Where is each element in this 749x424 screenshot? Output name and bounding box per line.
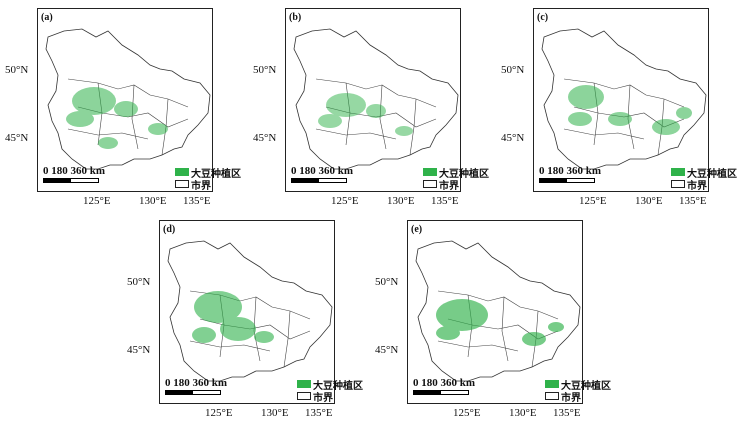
legend-swatch-soybean [175, 168, 189, 176]
legend-swatch-boundary [545, 392, 559, 400]
legend-label-soybean: 大豆种植区 [439, 168, 489, 180]
region-map [45, 28, 211, 170]
legend-label-soybean: 大豆种植区 [561, 380, 611, 392]
legend-label-soybean: 大豆种植区 [191, 168, 241, 180]
scale-bar [413, 390, 469, 395]
legend-swatch-boundary [423, 180, 437, 188]
legend-label-boundary: 市界 [561, 392, 581, 404]
legend-swatch-soybean [545, 380, 559, 388]
legend-swatch-boundary [671, 180, 685, 188]
lat-label-45n: 45°N [127, 344, 151, 356]
legend-label-soybean: 大豆种植区 [687, 168, 737, 180]
panel-label: (e) [411, 224, 423, 235]
soybean-areas [436, 299, 564, 346]
legend-swatch-boundary [175, 180, 189, 188]
soybean-areas [66, 87, 168, 149]
scale-label: 0 180 360 km [291, 165, 354, 177]
lat-label-50n: 50°N [501, 64, 525, 76]
scale-label: 0 180 360 km [413, 377, 476, 389]
legend-label-boundary: 市界 [313, 392, 333, 404]
soybean-areas [318, 93, 413, 136]
scale-label: 0 180 360 km [165, 377, 228, 389]
region-map [541, 28, 707, 170]
region-map [415, 240, 581, 382]
map-panel-e: (e) 50°N 45°N 125°E 130°E 135°E 0 180 36… [373, 216, 611, 424]
legend: 大豆种植区 市界 [175, 166, 241, 192]
lon-label-130e: 130°E [387, 195, 415, 207]
lon-label-130e: 130°E [635, 195, 663, 207]
province-outline [541, 28, 707, 170]
map-frame [533, 8, 709, 192]
lon-label-125e: 125°E [205, 407, 233, 419]
map-panel-a: (a) 50°N 45°N 125°E 130°E 135°E 0 180 36… [3, 4, 241, 212]
province-outline [293, 28, 459, 170]
lon-label-125e: 125°E [579, 195, 607, 207]
lat-label-45n: 45°N [5, 132, 29, 144]
lat-label-50n: 50°N [253, 64, 277, 76]
region-map [167, 240, 333, 382]
soybean-areas [192, 291, 274, 343]
soybean-areas [568, 85, 692, 135]
panel-label: (a) [41, 12, 53, 23]
map-frame [159, 220, 335, 404]
map-panel-d: (d) 50°N 45°N 125°E 130°E 135°E 0 180 36… [125, 216, 363, 424]
lat-label-45n: 45°N [375, 344, 399, 356]
legend-label-boundary: 市界 [191, 180, 211, 192]
lat-label-45n: 45°N [253, 132, 277, 144]
map-panel-b: (b) 50°N 45°N 125°E 130°E 135°E 0 180 36… [251, 4, 489, 212]
scale-bar [539, 178, 595, 183]
lon-label-125e: 125°E [453, 407, 481, 419]
lon-label-135e: 135°E [183, 195, 211, 207]
lon-label-125e: 125°E [331, 195, 359, 207]
legend: 大豆种植区 市界 [545, 378, 611, 404]
legend-label-boundary: 市界 [687, 180, 707, 192]
map-frame [37, 8, 213, 192]
region-map [293, 28, 459, 170]
province-outline [45, 28, 211, 170]
map-panel-c: (c) 50°N 45°N 125°E 130°E 135°E 0 180 36… [499, 4, 737, 212]
lon-label-135e: 135°E [553, 407, 581, 419]
scale-bar [291, 178, 347, 183]
panel-label: (d) [163, 224, 176, 235]
province-outline [167, 240, 333, 382]
lon-label-135e: 135°E [679, 195, 707, 207]
legend-swatch-soybean [671, 168, 685, 176]
legend-swatch-soybean [423, 168, 437, 176]
legend-swatch-soybean [297, 380, 311, 388]
lat-label-50n: 50°N [5, 64, 29, 76]
legend-label-soybean: 大豆种植区 [313, 380, 363, 392]
lon-label-135e: 135°E [431, 195, 459, 207]
lat-label-50n: 50°N [127, 276, 151, 288]
legend: 大豆种植区 市界 [423, 166, 489, 192]
lon-label-135e: 135°E [305, 407, 333, 419]
scale-label: 0 180 360 km [539, 165, 602, 177]
scale-bar [165, 390, 221, 395]
legend: 大豆种植区 市界 [671, 166, 737, 192]
lat-label-45n: 45°N [501, 132, 525, 144]
province-outline [415, 240, 581, 382]
lat-label-50n: 50°N [375, 276, 399, 288]
lon-label-125e: 125°E [83, 195, 111, 207]
legend-swatch-boundary [297, 392, 311, 400]
panel-label: (b) [289, 12, 302, 23]
legend-label-boundary: 市界 [439, 180, 459, 192]
legend: 大豆种植区 市界 [297, 378, 363, 404]
lon-label-130e: 130°E [509, 407, 537, 419]
lon-label-130e: 130°E [139, 195, 167, 207]
lon-label-130e: 130°E [261, 407, 289, 419]
scale-bar [43, 178, 99, 183]
scale-label: 0 180 360 km [43, 165, 106, 177]
map-frame [285, 8, 461, 192]
panel-label: (c) [537, 12, 549, 23]
map-frame [407, 220, 583, 404]
